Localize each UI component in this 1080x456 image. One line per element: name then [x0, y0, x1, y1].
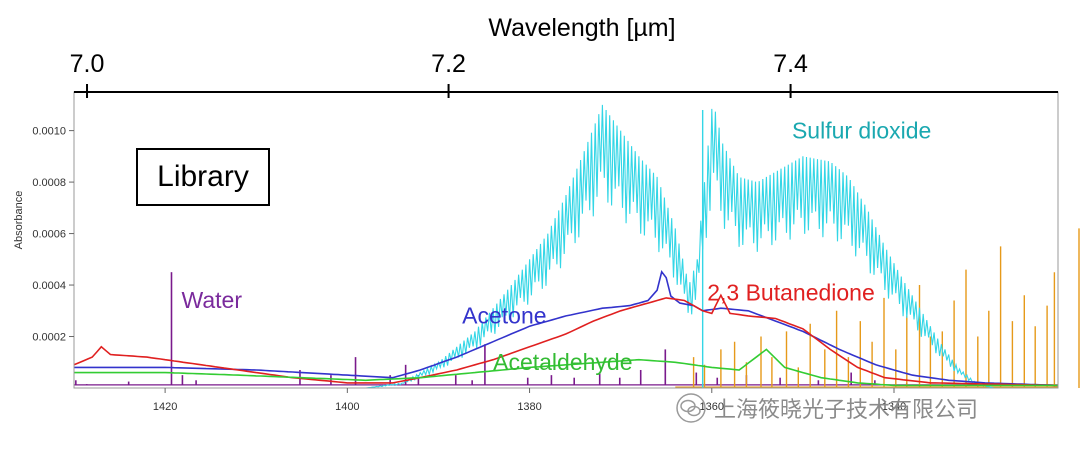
series-label-acetaldehyde: Acetaldehyde: [493, 349, 632, 375]
butanedione-line: [73, 293, 1059, 387]
bottom-axis-tick-label: 1400: [335, 401, 359, 413]
top-axis-title: Wavelength [µm]: [488, 14, 675, 42]
series-label-2-3-butanedione: 2,3 Butanedione: [707, 279, 875, 305]
library-label: Library: [157, 160, 249, 193]
bottom-axis-tick-label: 1360: [700, 401, 724, 413]
watermark-text: 上海筱晓光子技术有限公司: [714, 398, 979, 423]
bottom-axis-tick-label: 1340: [882, 401, 906, 413]
y-axis-tick-label: 0.0008: [32, 177, 66, 189]
y-axis-tick-label: 0.0010: [32, 126, 66, 138]
bottom-axis-tick-label: 1380: [517, 401, 541, 413]
series-label-acetone: Acetone: [462, 303, 546, 329]
top-axis-tick-label: 7.4: [773, 50, 808, 78]
bottom-axis-tick-label: 1420: [153, 401, 177, 413]
series-acetaldehyde: [74, 348, 1058, 387]
top-axis-tick-label: 7.2: [431, 50, 466, 78]
series-label-water: Water: [182, 287, 243, 313]
y-axis-title: Absorbance: [13, 191, 25, 250]
methane-lines: [692, 228, 1080, 388]
acetaldehyde-line: [74, 348, 1058, 387]
wechat-icon: [676, 393, 706, 423]
library-legend-box: Library: [136, 148, 270, 206]
series-methane: [675, 228, 1080, 388]
y-axis-tick-label: 0.0006: [32, 229, 66, 241]
series-label-sulfur-dioxide: Sulfur dioxide: [792, 117, 931, 143]
watermark: 上海筱晓光子技术有限公司: [676, 390, 978, 426]
y-axis-tick-label: 0.0004: [32, 280, 66, 292]
top-axis-tick-label: 7.0: [70, 50, 105, 78]
series-butanedione: [73, 293, 1059, 387]
y-axis-tick-label: 0.0002: [32, 332, 66, 344]
